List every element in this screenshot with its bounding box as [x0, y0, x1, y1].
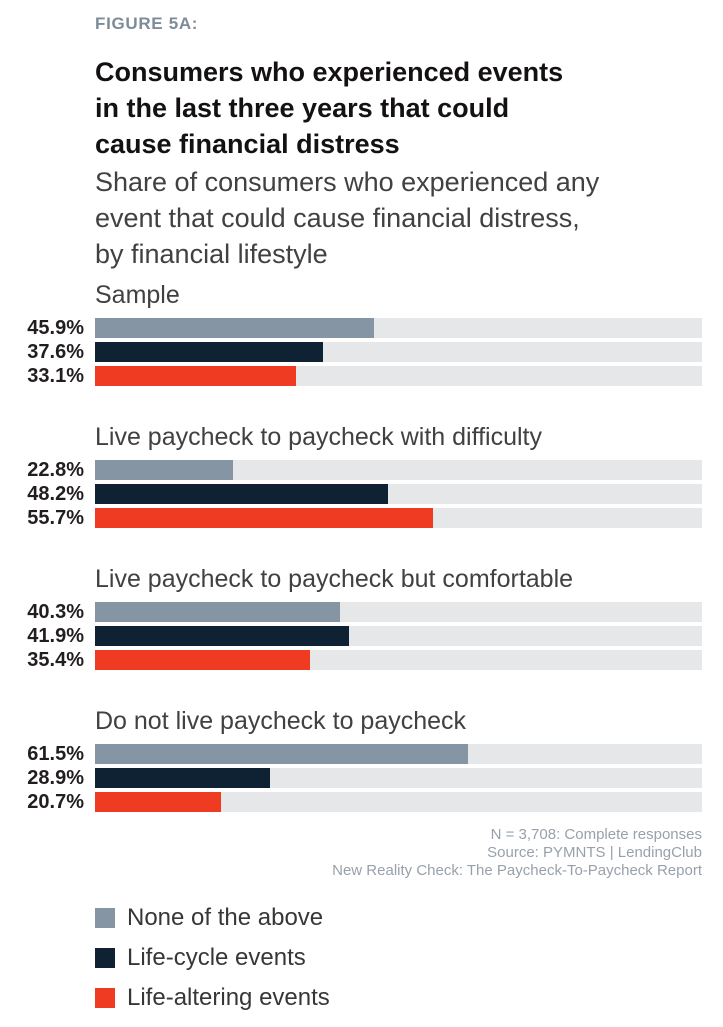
bar-none-of-the-above — [95, 460, 234, 480]
value-label: 55.7% — [27, 506, 84, 529]
legend-label: None of the above — [127, 904, 324, 931]
chart-header: FIGURE 5A: Consumers who experienced eve… — [95, 14, 703, 272]
bar-row: 41.9% — [0, 624, 723, 647]
value-label: 61.5% — [27, 742, 84, 765]
bar-life-altering-events — [95, 508, 434, 528]
bar-row: 55.7% — [0, 506, 723, 529]
bar-row: 48.2% — [0, 482, 723, 505]
chart-group-ptp-difficulty: Live paycheck to paycheck with difficult… — [0, 422, 723, 529]
legend-label: Life-altering events — [127, 984, 330, 1011]
figure-label: FIGURE 5A: — [95, 14, 199, 33]
value-label: 28.9% — [27, 766, 84, 789]
bar-row: 61.5% — [0, 742, 723, 765]
bar-row: 20.7% — [0, 790, 723, 813]
bar-none-of-the-above — [95, 602, 340, 622]
chart-group-sample: Sample 45.9% 37.6% 33.1% — [0, 280, 723, 387]
bar-chart: Sample 45.9% 37.6% 33.1% Live paycheck t… — [0, 280, 723, 813]
bar-none-of-the-above — [95, 744, 469, 764]
value-label: 40.3% — [27, 600, 84, 623]
value-label: 35.4% — [27, 648, 84, 671]
bar-none-of-the-above — [95, 318, 374, 338]
chart-subtitle-line-3: by financial lifestyle — [95, 239, 328, 269]
bar-row: 37.6% — [0, 340, 723, 363]
group-title: Live paycheck to paycheck with difficult… — [95, 423, 542, 451]
chart-title: Consumers who experienced events in the … — [95, 54, 703, 162]
group-title: Live paycheck to paycheck but comfortabl… — [95, 565, 574, 593]
chart-subtitle-line-2: event that could cause financial distres… — [95, 203, 580, 233]
value-label: 41.9% — [27, 624, 84, 647]
bar-life-cycle-events — [95, 768, 271, 788]
bar-track — [95, 366, 702, 386]
bar-life-altering-events — [95, 650, 310, 670]
source-note-n: N = 3,708: Complete responses — [490, 826, 702, 843]
chart-title-line-2: in the last three years that could — [95, 93, 510, 123]
legend-item-life-cycle-events: Life-cycle events — [95, 944, 723, 972]
bar-track — [95, 508, 702, 528]
bar-life-cycle-events — [95, 484, 388, 504]
bar-row: 22.8% — [0, 458, 723, 481]
bar-row: 28.9% — [0, 766, 723, 789]
bar-life-cycle-events — [95, 626, 350, 646]
legend-item-none-of-the-above: None of the above — [95, 904, 723, 932]
chart-title-line-1: Consumers who experienced events — [95, 57, 564, 87]
bar-row: 35.4% — [0, 648, 723, 671]
bar-track — [95, 318, 702, 338]
value-label: 22.8% — [27, 458, 84, 481]
bar-track — [95, 650, 702, 670]
value-label: 33.1% — [27, 364, 84, 387]
bar-track — [95, 792, 702, 812]
bar-track — [95, 460, 702, 480]
value-label: 37.6% — [27, 340, 84, 363]
bar-track — [95, 602, 702, 622]
chart-title-line-3: cause financial distress — [95, 129, 400, 159]
bar-track — [95, 626, 702, 646]
bar-track — [95, 768, 702, 788]
bar-row: 45.9% — [0, 316, 723, 339]
bar-row: 40.3% — [0, 600, 723, 623]
bar-life-cycle-events — [95, 342, 324, 362]
legend-swatch-red-icon — [95, 988, 115, 1008]
value-label: 45.9% — [27, 316, 84, 339]
value-label: 48.2% — [27, 482, 84, 505]
legend-label: Life-cycle events — [127, 944, 306, 971]
legend-swatch-gray-icon — [95, 908, 115, 928]
chart-subtitle: Share of consumers who experienced any e… — [95, 164, 703, 272]
legend: None of the above Life-cycle events Life… — [95, 904, 723, 1012]
bar-track — [95, 484, 702, 504]
chart-group-ptp-comfortable: Live paycheck to paycheck but comfortabl… — [0, 564, 723, 671]
bar-row: 33.1% — [0, 364, 723, 387]
source-note-report: New Reality Check: The Paycheck-To-Paych… — [332, 862, 702, 879]
bar-life-altering-events — [95, 366, 296, 386]
bar-life-altering-events — [95, 792, 221, 812]
group-title: Do not live paycheck to paycheck — [95, 707, 467, 735]
value-label: 20.7% — [27, 790, 84, 813]
legend-item-life-altering-events: Life-altering events — [95, 984, 723, 1012]
source-note-source: Source: PYMNTS | LendingClub — [487, 844, 702, 861]
bar-track — [95, 744, 702, 764]
legend-swatch-navy-icon — [95, 948, 115, 968]
chart-group-not-ptp: Do not live paycheck to paycheck 61.5% 2… — [0, 706, 723, 813]
chart-subtitle-line-1: Share of consumers who experienced any — [95, 167, 600, 197]
bar-track — [95, 342, 702, 362]
group-title: Sample — [95, 281, 180, 309]
source-notes: N = 3,708: Complete responses Source: PY… — [0, 826, 702, 880]
